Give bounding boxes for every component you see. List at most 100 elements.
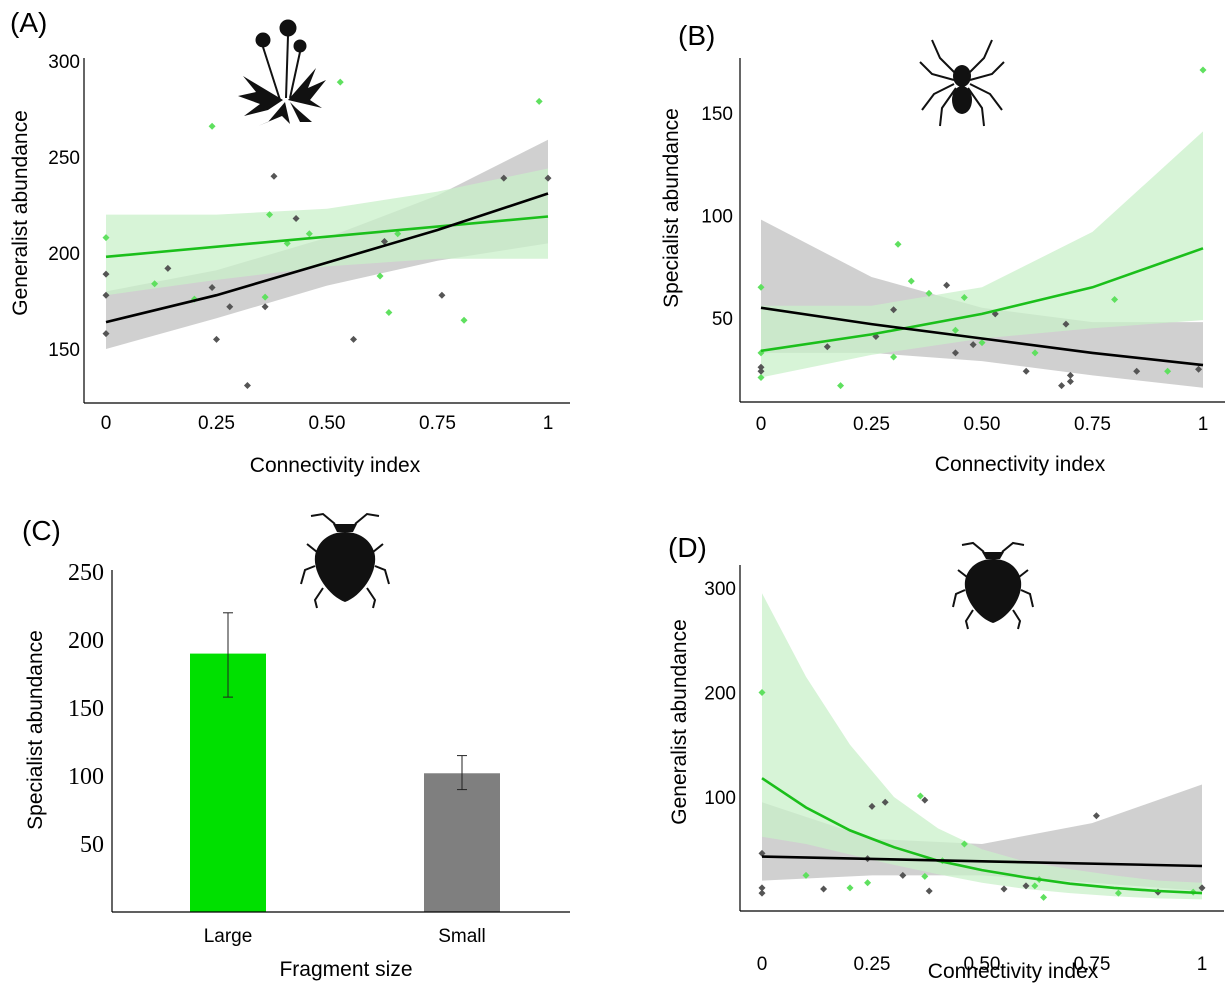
panel-d-xlabel: Connectivity index — [928, 960, 1099, 983]
panel-b-green-point — [1199, 66, 1207, 74]
panel-b-ylabel: Specialist abundance — [660, 108, 683, 308]
panel-a-green-point — [208, 122, 216, 130]
panel-b-y-tick-label: 100 — [701, 207, 733, 228]
panel-c-bar-small — [424, 773, 500, 912]
panel-d-y-tick-label: 100 — [704, 788, 736, 809]
panel-a-green-point — [261, 293, 269, 301]
panel-d-black-point — [921, 796, 929, 804]
panel-a-black-point — [350, 335, 358, 343]
panel-d-green-point — [846, 884, 854, 892]
panel-a-black-point — [292, 214, 300, 222]
panel-a-ylabel: Generalist abundance — [9, 110, 32, 315]
panel-b-x-tick-label: 0.75 — [1074, 414, 1111, 435]
panel-b-black-point — [1133, 367, 1141, 375]
panel-b-green-point — [1111, 296, 1119, 304]
panel-c-y-tick-label: 50 — [80, 832, 104, 858]
panel-d-y-tick-label: 300 — [704, 579, 736, 600]
panel-b-green-point — [890, 353, 898, 361]
panel-a-green-point — [102, 234, 110, 242]
panel-a-green-point — [336, 78, 344, 86]
panel-c-y-tick-label: 100 — [68, 764, 104, 790]
panel-b-green-fit-line — [760, 247, 1204, 353]
panel-a-black-point — [261, 303, 269, 311]
panel-a-x-tick-label: 1 — [543, 413, 554, 434]
panel-a-green-point — [266, 211, 274, 219]
panel-d-green-fit-line — [761, 777, 1203, 895]
panel-b-green-point — [907, 277, 915, 285]
panel-a-green-fit-line — [105, 215, 549, 259]
panel-c-xlabel: Fragment size — [279, 958, 412, 981]
panel-b-black-point — [1066, 378, 1074, 386]
panel-a-green-point — [385, 309, 393, 317]
panel-b-black-point — [757, 363, 765, 371]
panel-d-green-point — [916, 792, 924, 800]
panel-a-black-point — [213, 335, 220, 343]
panel-a-black-point — [164, 264, 172, 272]
panel-b-black-point — [823, 343, 831, 351]
panel-b-green-point — [978, 339, 986, 347]
panel-d-green-point — [758, 689, 766, 696]
panel-b-green-point — [925, 289, 933, 297]
panel-b-green-point — [757, 373, 765, 381]
panel-d-green-point — [1031, 882, 1039, 890]
panel-a-black-point — [438, 291, 446, 299]
panel-a-black-point — [500, 174, 508, 182]
panel-d-black-point — [820, 885, 828, 893]
panel-d-black-point — [1022, 882, 1030, 890]
panel-a-green-point — [535, 97, 543, 105]
panel-d-x-tick-label: 0.50 — [964, 954, 1001, 975]
panel-a-y-tick-label: 200 — [48, 244, 80, 265]
panel-a: (A) 0 0.25 0.50 0.75 1 150 200 250 300 Connectiv… — [9, 7, 570, 477]
panel-b-green-ci-band — [761, 131, 1203, 378]
panel-d-black-point — [1092, 812, 1100, 820]
panel-b-black-point — [757, 367, 765, 375]
panel-c-category-label: Small — [438, 926, 486, 947]
panel-a-y-tick-label: 250 — [48, 148, 80, 169]
panel-a-black-point — [243, 381, 251, 389]
panel-d-y-tick-label: 200 — [704, 684, 736, 705]
panel-d-x-tick-label: 0 — [757, 954, 768, 975]
panel-b-y-tick-label: 50 — [712, 309, 733, 330]
panel-d-black-point — [1000, 885, 1008, 893]
panel-a-black-fit-line — [105, 192, 549, 324]
panel-a-x-tick-label: 0.75 — [419, 413, 456, 434]
panel-d-green-point — [960, 840, 968, 848]
panel-b-green-point — [1164, 367, 1172, 375]
panel-a-black-point — [380, 237, 388, 245]
panel-d-black-point — [881, 798, 889, 806]
panel-b-black-point — [969, 341, 977, 349]
panel-a-x-tick-label: 0.50 — [309, 413, 346, 434]
panel-d-black-point — [1198, 884, 1206, 892]
panel-d-green-ci-band — [762, 593, 1202, 900]
panel-a-label: (A) — [10, 7, 47, 38]
panel-b-black-point — [1062, 320, 1070, 328]
panel-d-black-point — [758, 884, 766, 892]
panel-c: (C) Large Small 50 100 150 200 250 Fragment si… — [22, 512, 570, 981]
panel-d-green-point — [802, 871, 810, 879]
panel-c-y-tick-label: 150 — [68, 696, 104, 722]
panel-d-plot: 0 0.25 0.50 0.75 1 100 200 300 — [704, 565, 1224, 975]
panel-d-black-point — [899, 871, 907, 879]
panel-c-y-tick-label: 200 — [68, 628, 104, 654]
panel-b-x-tick-label: 0.25 — [853, 414, 890, 435]
panel-b-label: (B) — [678, 20, 715, 51]
panel-a-green-ci-band — [106, 168, 548, 296]
panel-d-label: (D) — [668, 532, 707, 563]
panel-d-black-fit-line — [761, 855, 1203, 868]
panel-d-black-point — [925, 887, 933, 895]
panel-b-green-point — [951, 326, 959, 334]
panel-c-plot: Large Small 50 100 150 200 250 — [68, 560, 570, 947]
panel-d-black-point — [868, 802, 876, 810]
panel-d-x-tick-label: 0.75 — [1074, 954, 1111, 975]
panel-b-xlabel: Connectivity index — [935, 453, 1106, 476]
panel-a-green-point — [305, 230, 313, 238]
shield-bug-icon — [300, 512, 390, 609]
panel-b-x-tick-label: 0.50 — [964, 414, 1001, 435]
panel-b-black-point — [1058, 382, 1066, 390]
panel-d: (D) 0 0.25 0.50 0.75 1 100 200 300 Connectivity… — [668, 532, 1224, 983]
panel-b-x-tick-label: 1 — [1198, 414, 1209, 435]
panel-b-green-point — [837, 382, 845, 390]
panel-a-black-point — [270, 172, 278, 180]
